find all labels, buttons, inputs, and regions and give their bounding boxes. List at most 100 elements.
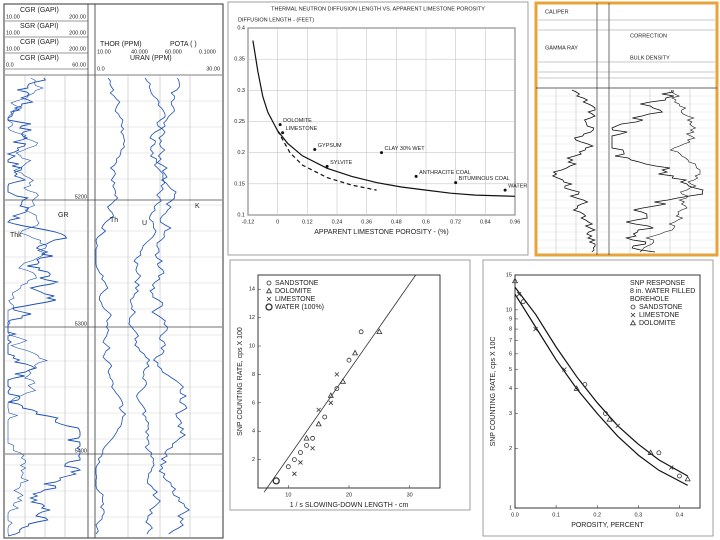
point (304, 442, 309, 448)
annotation-point (278, 123, 282, 127)
point (615, 423, 621, 429)
y-axis-label: SNP COUNTING RATE, cps X 100 (237, 327, 244, 436)
scale-min: 10.00 (6, 30, 20, 36)
point (291, 457, 297, 463)
gr-trace (6, 77, 82, 537)
scale-max: 200.00 (69, 46, 86, 52)
x-tick-label: 0 (276, 219, 279, 225)
point (562, 367, 567, 372)
y-tick-label: 0.1 (237, 212, 245, 218)
legend-label: LIMESTONE (275, 296, 316, 303)
curve-name: SGR (GAPI) (20, 23, 59, 30)
x-tick-label: 20 (346, 492, 352, 498)
y-tick-label: 0.3 (237, 88, 245, 94)
point (351, 349, 359, 356)
point (285, 464, 291, 470)
series-line (514, 293, 688, 486)
point (334, 386, 340, 392)
point (334, 372, 340, 377)
x-tick-label: 0.36 (361, 219, 372, 225)
k-trace (149, 77, 190, 535)
curve-name: CORRECTION (630, 33, 667, 39)
curve-name: CGR (GAPI) (20, 39, 59, 46)
x-tick-label: 0.6 (422, 219, 430, 225)
y-tick-label: 7 (509, 338, 512, 344)
x-tick-label: 0.4 (676, 512, 684, 518)
curve-name: URAN (PPM) (130, 55, 172, 62)
curve-name: POTA ( ) (170, 41, 197, 48)
annotation-point (380, 151, 383, 155)
series-line (252, 40, 516, 197)
scale-max: 60.00 (72, 62, 86, 68)
point (647, 449, 654, 455)
x-tick-label: 0.48 (391, 219, 402, 225)
density-trace (611, 90, 704, 253)
y-tick-label: 10 (506, 307, 512, 313)
scale-max: 200.00 (69, 30, 86, 36)
caliper-trace (551, 89, 596, 253)
annotation: CLAY 30% WET (385, 146, 426, 152)
annotation: ANTHRACITE COAL (419, 170, 471, 176)
legend-marker (630, 312, 636, 318)
x-tick-label: 30 (407, 492, 413, 498)
annotation: SYLVITE (330, 160, 353, 166)
point (346, 357, 352, 363)
curve-label: U (142, 220, 147, 227)
x-tick-label: 0.2 (593, 512, 601, 518)
annotation-point (313, 148, 317, 152)
point (310, 435, 316, 441)
legend-marker (266, 296, 272, 302)
legend-label: DOLOMITE (275, 288, 312, 295)
annotation: BITUMINOUS COAL (459, 176, 510, 182)
panel-frame (229, 259, 471, 511)
point (339, 378, 347, 384)
y-tick-label: 5 (509, 367, 512, 373)
point (376, 328, 383, 334)
y-tick-label: 9 (509, 316, 512, 322)
legend-title: 8 in. WATER FILLED (630, 288, 695, 295)
annotation: WATER (508, 184, 527, 190)
point (603, 411, 608, 416)
y-tick-label: 10 (249, 343, 255, 349)
x-tick-label: 0.24 (332, 219, 343, 225)
th-trace (95, 77, 127, 535)
point (322, 414, 328, 420)
scale-value: 10.00 (97, 49, 111, 55)
y-tick-label: 2 (252, 457, 255, 463)
legend-label: SANDSTONE (275, 280, 319, 287)
curve-name: BULK DENSITY (630, 55, 670, 61)
scale-value: 60.000 (165, 49, 182, 55)
log-frame (3, 3, 224, 539)
scale-max: 200.00 (69, 14, 86, 20)
x-tick-label: 0.84 (480, 219, 491, 225)
point (668, 465, 674, 470)
y-tick-label: 14 (249, 287, 255, 293)
point (316, 407, 321, 413)
legend-label: WATER (100%) (275, 304, 324, 311)
y-tick-label: 0.25 (234, 119, 245, 125)
point (298, 460, 303, 465)
x-tick-label: 0.1 (552, 512, 560, 518)
y-tick-label: 0.35 (234, 57, 245, 63)
point (315, 420, 322, 427)
scale-min: 0.0 (97, 66, 105, 72)
point (656, 450, 662, 456)
point (573, 385, 580, 391)
curve-label: K (195, 203, 200, 210)
x-tick-label: -0.12 (242, 219, 255, 225)
y-tick-label: 2 (509, 446, 512, 452)
legend-label: LIMESTONE (639, 312, 680, 319)
y-axis-label: SNP COUNTING RATE, cps X 10C (490, 337, 497, 447)
x-tick-label: 0.72 (450, 219, 461, 225)
y-axis-label: DIFFUSION LENGTH - (FEET) (238, 17, 314, 23)
scale-value: 40.000 (131, 49, 148, 55)
u-trace (128, 77, 166, 535)
y-tick-label: 0.4 (237, 25, 245, 31)
scale-min: 10.00 (6, 46, 20, 52)
point (511, 277, 519, 284)
scale-min: 0.0 (6, 62, 14, 68)
y-tick-label: 1 (509, 505, 512, 511)
legend-label: DOLOMITE (639, 320, 676, 327)
y-tick-label: 8 (509, 327, 512, 333)
